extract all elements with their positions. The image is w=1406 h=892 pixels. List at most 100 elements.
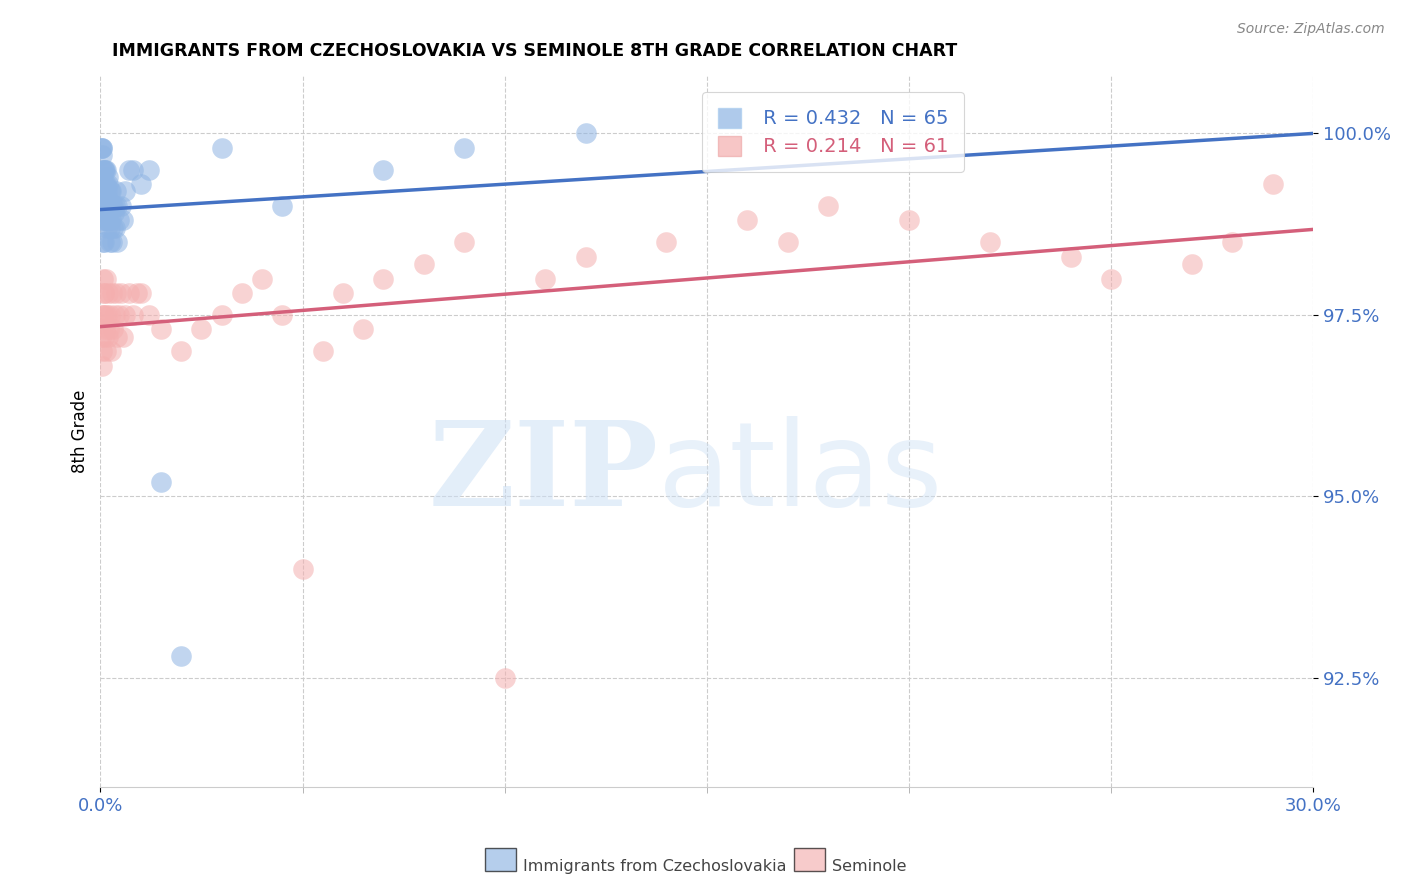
Point — [98, 220, 121, 235]
Point — [129, 177, 152, 191]
Point — [101, 235, 124, 250]
Point — [103, 220, 125, 235]
Point — [105, 199, 128, 213]
Point — [97, 213, 120, 227]
Point — [93, 192, 115, 206]
Point — [91, 162, 114, 177]
Point — [412, 257, 434, 271]
Point — [170, 344, 193, 359]
Point — [574, 126, 596, 140]
Point — [91, 213, 114, 227]
Point — [1099, 271, 1122, 285]
Point — [107, 308, 129, 322]
Point — [94, 344, 117, 359]
Point — [91, 359, 114, 373]
Point — [93, 206, 115, 220]
Point — [100, 344, 122, 359]
Point — [94, 308, 117, 322]
Point — [90, 308, 112, 322]
Point — [98, 199, 121, 213]
Text: Immigrants from Czechoslovakia: Immigrants from Czechoslovakia — [523, 859, 786, 873]
Point — [100, 235, 122, 250]
Point — [271, 199, 294, 213]
Point — [94, 177, 117, 191]
Point — [93, 162, 115, 177]
Point — [655, 235, 678, 250]
Text: IMMIGRANTS FROM CZECHOSLOVAKIA VS SEMINOLE 8TH GRADE CORRELATION CHART: IMMIGRANTS FROM CZECHOSLOVAKIA VS SEMINO… — [112, 42, 957, 60]
Point — [97, 192, 120, 206]
Point — [90, 141, 112, 155]
Point — [93, 177, 115, 191]
Point — [211, 308, 233, 322]
Y-axis label: 8th Grade: 8th Grade — [72, 389, 89, 473]
Point — [91, 271, 114, 285]
Point — [103, 199, 125, 213]
Point — [93, 329, 115, 343]
Text: Seminole: Seminole — [832, 859, 907, 873]
Point — [91, 308, 114, 322]
Point — [1060, 250, 1083, 264]
Point — [98, 322, 121, 336]
Point — [118, 162, 141, 177]
Point — [94, 199, 117, 213]
Point — [96, 185, 118, 199]
Text: atlas: atlas — [658, 417, 943, 532]
Point — [100, 213, 122, 227]
Point — [211, 141, 233, 155]
Point — [91, 177, 114, 191]
Point — [1222, 235, 1244, 250]
Point — [93, 235, 115, 250]
Point — [1181, 257, 1204, 271]
Text: Source: ZipAtlas.com: Source: ZipAtlas.com — [1237, 22, 1385, 37]
Point — [105, 329, 128, 343]
Point — [332, 286, 354, 301]
Point — [111, 329, 134, 343]
Point — [90, 141, 112, 155]
Point — [453, 141, 475, 155]
Point — [291, 562, 314, 576]
Point — [735, 213, 758, 227]
Text: ZIP: ZIP — [429, 417, 658, 532]
Point — [94, 213, 117, 227]
Point — [96, 308, 118, 322]
Point — [93, 213, 115, 227]
Point — [91, 235, 114, 250]
Point — [776, 235, 799, 250]
Point — [97, 286, 120, 301]
Point — [111, 213, 134, 227]
Point — [271, 308, 294, 322]
Point — [94, 322, 117, 336]
Point — [190, 322, 212, 336]
Point — [94, 185, 117, 199]
Point — [96, 220, 118, 235]
Point — [97, 177, 120, 191]
Point — [114, 308, 136, 322]
Point — [1261, 177, 1284, 191]
Point — [103, 206, 125, 220]
Point — [96, 162, 118, 177]
Point — [97, 169, 120, 184]
Point — [101, 199, 124, 213]
Point — [150, 475, 173, 489]
Point — [114, 185, 136, 199]
Point — [100, 199, 122, 213]
Point — [574, 250, 596, 264]
Point — [817, 199, 839, 213]
Point — [104, 286, 127, 301]
Point — [94, 162, 117, 177]
Point — [125, 286, 148, 301]
Point — [105, 235, 128, 250]
Point — [104, 220, 127, 235]
Point — [170, 649, 193, 664]
Point — [121, 162, 143, 177]
Point — [91, 199, 114, 213]
Point — [90, 329, 112, 343]
Point — [138, 308, 160, 322]
Point — [231, 286, 253, 301]
Point — [97, 206, 120, 220]
Point — [104, 185, 127, 199]
Point — [110, 286, 132, 301]
Point — [118, 286, 141, 301]
Point — [101, 286, 124, 301]
Point — [897, 213, 920, 227]
